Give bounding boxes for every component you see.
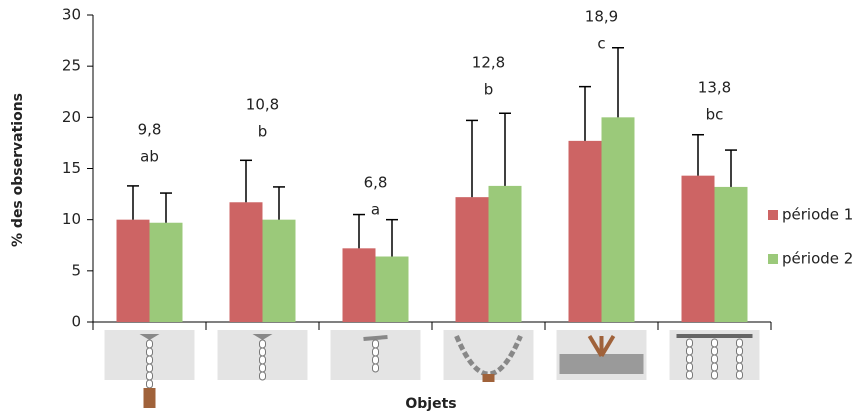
group-letter: bc <box>706 106 724 124</box>
bar <box>376 257 409 322</box>
chain-link <box>687 363 693 371</box>
chain-link <box>737 371 743 379</box>
error-bar <box>127 186 139 220</box>
chain-link <box>373 348 379 356</box>
chain-link <box>147 372 153 380</box>
error-bar <box>386 220 398 257</box>
bar <box>715 187 748 322</box>
chain-link <box>687 355 693 363</box>
error-bar <box>579 87 591 141</box>
grid-plate <box>560 354 644 374</box>
error-bar <box>612 48 624 118</box>
chain-link <box>737 363 743 371</box>
chain-link <box>712 371 718 379</box>
chain-link <box>373 356 379 364</box>
group-mean: 12,8 <box>472 54 505 72</box>
y-axis-title: % des observations <box>10 93 26 247</box>
chain-link <box>260 348 266 356</box>
error-bar <box>499 113 511 186</box>
chain-link <box>737 347 743 355</box>
error-bar <box>725 150 737 187</box>
y-tick-label: 0 <box>71 313 81 331</box>
y-tick-label: 10 <box>62 210 81 228</box>
top-bar <box>677 334 753 338</box>
bar <box>682 176 715 322</box>
group-mean: 9,8 <box>138 121 162 139</box>
wood <box>483 374 495 382</box>
chain-link <box>147 364 153 372</box>
object-icon <box>670 330 760 380</box>
wood <box>144 388 156 408</box>
bar <box>150 223 183 322</box>
chain-link <box>260 340 266 348</box>
error-bar <box>692 135 704 176</box>
chain-link <box>147 356 153 364</box>
object-icon <box>331 330 421 380</box>
bar <box>230 202 263 322</box>
chain-link <box>260 356 266 364</box>
chain-link <box>712 347 718 355</box>
legend-label: période 1 <box>782 206 853 224</box>
bar <box>263 220 296 322</box>
y-tick-label: 5 <box>71 261 81 279</box>
group-mean: 6,8 <box>364 174 388 192</box>
chain-link <box>260 372 266 380</box>
chain-link <box>737 355 743 363</box>
y-tick-label: 15 <box>62 159 81 177</box>
bar <box>364 337 388 339</box>
chain-link <box>687 339 693 347</box>
chain-link <box>373 364 379 372</box>
group-mean: 18,9 <box>585 8 618 26</box>
chain-link <box>687 347 693 355</box>
bar <box>602 117 635 322</box>
group-letter: c <box>597 35 605 53</box>
object-icon <box>444 330 534 382</box>
chain-link <box>712 363 718 371</box>
chain-link <box>712 355 718 363</box>
group-mean: 13,8 <box>698 79 731 97</box>
chart: % des observations Objets 0 5 10 15 20 25 30 9,… <box>0 0 865 414</box>
group-mean: 10,8 <box>246 96 279 114</box>
chain-link <box>737 339 743 347</box>
chain-link <box>260 364 266 372</box>
y-tick-label: 25 <box>62 57 81 75</box>
bar <box>489 186 522 322</box>
legend-swatch <box>768 210 778 220</box>
legend-swatch <box>768 254 778 264</box>
group-letter: a <box>371 201 380 219</box>
chain-link <box>712 339 718 347</box>
group-letter: b <box>258 123 268 141</box>
x-axis-title: Objets <box>405 396 456 412</box>
object-icon <box>218 330 308 380</box>
bar <box>569 141 602 322</box>
chain-link <box>147 380 153 388</box>
group-letter: b <box>484 81 494 99</box>
error-bar <box>466 120 478 197</box>
y-tick-label: 20 <box>62 108 81 126</box>
chain-link <box>147 348 153 356</box>
chain-link <box>373 340 379 348</box>
legend-label: période 2 <box>782 250 853 268</box>
object-icon <box>105 330 195 408</box>
error-bar <box>273 187 285 220</box>
error-bar <box>353 215 365 249</box>
chain-link <box>687 371 693 379</box>
y-tick-label: 30 <box>62 6 81 24</box>
bar <box>343 248 376 322</box>
error-bar <box>240 160 252 202</box>
group-letter: ab <box>140 148 159 166</box>
chain-link <box>147 340 153 348</box>
bar <box>456 197 489 322</box>
bar <box>117 220 150 322</box>
object-icon <box>557 330 647 380</box>
error-bar <box>160 193 172 223</box>
